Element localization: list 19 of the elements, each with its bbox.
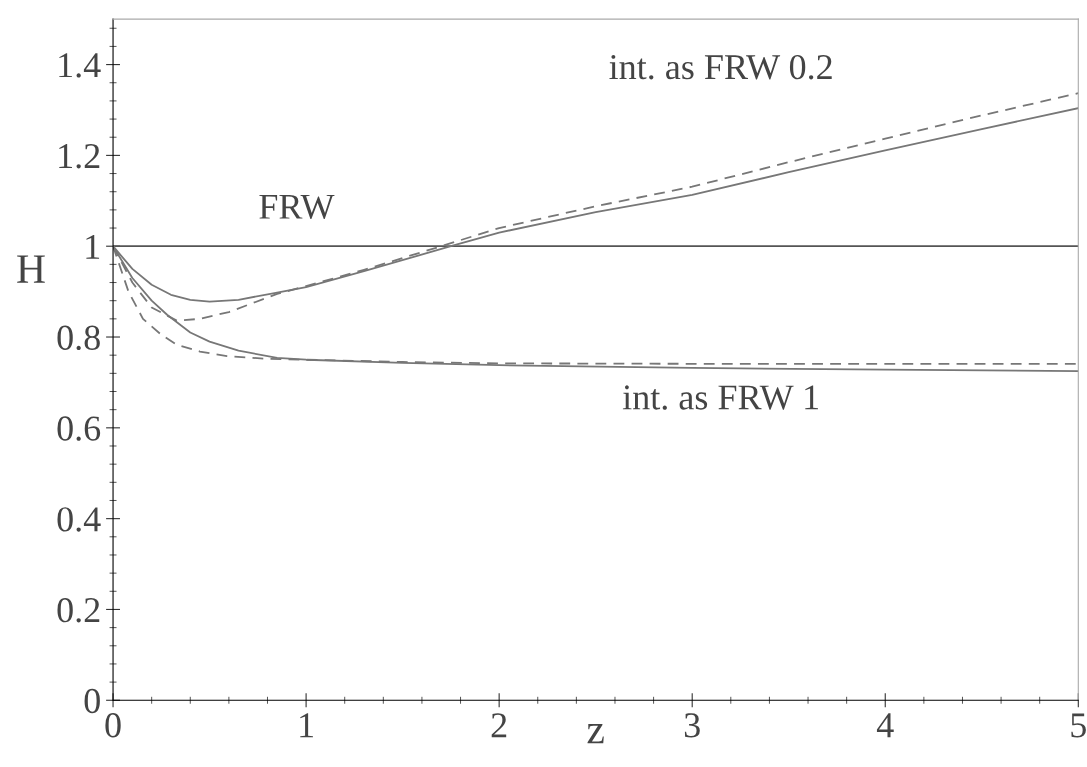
y-tick-label: 1: [86, 234, 100, 259]
x-tick-label: 3: [684, 713, 700, 738]
y-tick-label: 0.8: [57, 325, 100, 351]
x-tick-label: 0: [105, 713, 121, 738]
y-tick-label: 0.4: [57, 507, 101, 532]
annotation: int. as FRW 1: [622, 385, 818, 410]
y-tick-label: 0.2: [57, 597, 100, 623]
y-tick-label: 0: [84, 688, 100, 714]
x-tick-label: 4: [876, 713, 894, 738]
x-tick-label: 5: [1071, 713, 1086, 738]
y-tick-label: 1.2: [59, 144, 100, 169]
x-axis-title: z: [587, 724, 604, 744]
annotation: FRW: [259, 194, 335, 220]
y-axis-title: H: [17, 255, 45, 283]
annotation: int. as FRW 0.2: [609, 54, 832, 80]
x-tick-label: 2: [491, 713, 507, 738]
y-tick-label: 0.6: [57, 416, 101, 441]
x-tick-label: 1: [300, 713, 313, 738]
y-tick-label: 1.4: [59, 53, 101, 78]
